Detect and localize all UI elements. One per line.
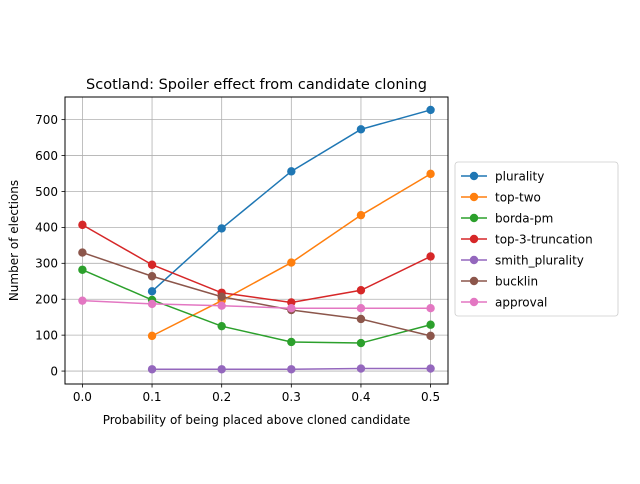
data-point	[217, 292, 226, 301]
legend-item: top-3-truncation	[461, 232, 593, 246]
legend-item: top-two	[461, 190, 541, 204]
data-point	[147, 299, 157, 309]
legend-item: approval	[461, 295, 547, 309]
data-point	[356, 210, 366, 220]
x-axis-label: Probability of being placed above cloned…	[103, 413, 411, 427]
legend-item: bucklin	[461, 274, 538, 288]
data-point	[356, 364, 366, 373]
x-tick-label: 0.1	[142, 390, 161, 404]
x-tick-label: 0.5	[421, 390, 440, 404]
axis-ticks: 0.0 0.1 0.2 0.3 0.4 0.5 0 100 200 300 400 500 600 700	[35, 113, 440, 404]
x-tick-label: 0.2	[212, 390, 231, 404]
legend-item: smith_plurality	[461, 253, 584, 267]
data-point	[356, 338, 366, 348]
x-tick-label: 0.4	[351, 390, 370, 404]
series-smith-plurality	[147, 364, 435, 374]
data-point	[78, 220, 87, 230]
y-tick-label: 400	[35, 221, 58, 235]
grid-lines	[65, 97, 448, 384]
data-point	[217, 365, 226, 374]
data-point	[217, 301, 226, 310]
data-point	[356, 304, 366, 313]
series-line	[82, 269, 431, 344]
data-point	[287, 258, 296, 267]
legend-label: bucklin	[495, 274, 538, 288]
chart-title: Scotland: Spoiler effect from candidate …	[86, 77, 427, 93]
data-point	[426, 252, 435, 261]
legend-label: top-two	[495, 190, 541, 204]
y-tick-label: 500	[35, 185, 58, 199]
legend-label: top-3-truncation	[495, 232, 593, 246]
data-point	[78, 248, 87, 257]
series-line	[82, 224, 431, 304]
y-tick-label: 700	[35, 113, 58, 127]
data-point	[78, 296, 87, 305]
y-tick-label: 600	[35, 149, 58, 163]
series-lines	[78, 105, 435, 374]
legend: plurality top-two borda-pm top-3-truncation…	[454, 161, 619, 317]
y-tick-label: 300	[35, 257, 58, 271]
series-plurality	[147, 105, 435, 296]
x-tick-label: 0.3	[282, 390, 301, 404]
legend-marker	[469, 234, 479, 244]
data-point	[217, 224, 226, 233]
data-point	[287, 365, 296, 374]
data-point	[287, 337, 296, 347]
data-point	[356, 314, 366, 324]
legend-marker	[469, 213, 479, 223]
y-tick-label: 200	[35, 293, 58, 307]
legend-frame	[454, 161, 619, 317]
series-line	[82, 299, 431, 309]
legend-label: smith_plurality	[495, 253, 584, 267]
data-point	[147, 260, 157, 269]
data-point	[147, 365, 157, 374]
data-point	[426, 105, 435, 115]
legend-marker	[469, 297, 479, 307]
data-point	[426, 364, 435, 373]
data-point	[426, 169, 435, 179]
legend-label: borda-pm	[495, 211, 553, 225]
data-point	[287, 167, 296, 176]
legend-marker	[469, 255, 479, 265]
legend-label: plurality	[495, 169, 544, 183]
series-bucklin	[78, 248, 435, 341]
series-approval	[78, 296, 435, 313]
data-point	[287, 298, 296, 307]
data-point	[356, 286, 366, 295]
data-point	[78, 265, 87, 274]
y-axis-label: Number of elections	[7, 180, 21, 301]
data-point	[356, 125, 366, 134]
legend-marker	[469, 276, 479, 286]
data-point	[217, 321, 226, 331]
data-point	[147, 287, 157, 296]
legend-marker	[469, 171, 479, 181]
legend-item: borda-pm	[461, 211, 553, 225]
series-line	[82, 251, 431, 337]
y-tick-label: 0	[50, 364, 58, 378]
data-point	[147, 331, 157, 341]
data-point	[287, 304, 296, 313]
series-borda-pm	[78, 265, 435, 348]
x-tick-label: 0.0	[73, 390, 92, 404]
plot-frame	[64, 96, 449, 385]
data-point	[426, 331, 435, 341]
y-tick-label: 100	[35, 328, 58, 342]
legend-item: plurality	[461, 169, 544, 183]
legend-label: approval	[495, 295, 547, 309]
data-point	[147, 272, 157, 281]
legend-marker	[469, 192, 479, 202]
data-point	[426, 304, 435, 313]
data-point	[426, 320, 435, 329]
